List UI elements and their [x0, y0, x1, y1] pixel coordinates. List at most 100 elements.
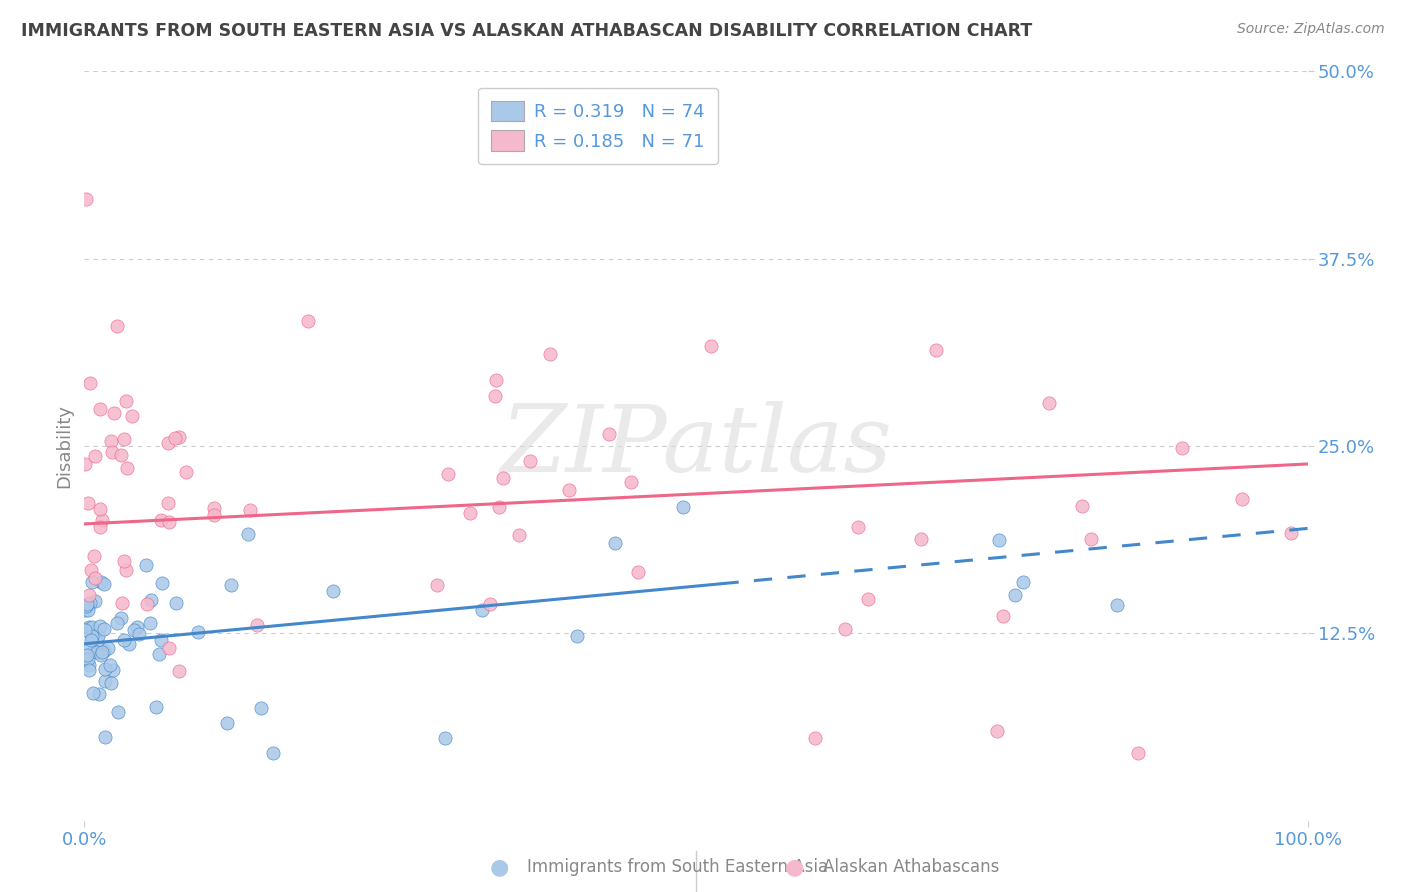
Point — [75, 599, 97, 614]
Point — [82, 686, 104, 700]
Point — [219, 578, 242, 592]
Point — [75, 651, 97, 665]
Point — [121, 409, 143, 424]
Point — [139, 615, 162, 630]
Point — [145, 699, 167, 714]
Point — [187, 625, 209, 640]
Point — [112, 432, 135, 446]
Legend: R = 0.319   N = 74, R = 0.185   N = 71: R = 0.319 N = 74, R = 0.185 N = 71 — [478, 88, 717, 164]
Point — [262, 746, 284, 760]
Point — [239, 502, 262, 516]
Text: IMMIGRANTS FROM SOUTH EASTERN ASIA VS ALASKAN ATHABASCAN DISABILITY CORRELATION : IMMIGRANTS FROM SOUTH EASTERN ASIA VS AL… — [21, 22, 1032, 40]
Point — [87, 629, 110, 643]
Point — [77, 657, 100, 672]
Point — [620, 475, 643, 490]
Point — [83, 594, 105, 608]
Point — [93, 673, 115, 688]
Point — [488, 500, 510, 514]
Point — [93, 623, 115, 637]
Point — [89, 619, 111, 633]
Text: ZIPatlas: ZIPatlas — [501, 401, 891, 491]
Point — [86, 645, 108, 659]
Point — [485, 373, 508, 387]
Text: ●: ● — [489, 857, 509, 877]
Point — [174, 465, 197, 479]
Point — [993, 609, 1015, 624]
Point — [75, 653, 97, 667]
Point — [163, 431, 186, 445]
Point — [700, 339, 723, 353]
Point — [1126, 746, 1149, 760]
Point — [150, 513, 173, 527]
Point — [97, 640, 120, 655]
Point — [598, 427, 620, 442]
Point — [73, 458, 96, 472]
Point — [558, 483, 581, 497]
Point — [77, 588, 100, 602]
Point — [846, 520, 869, 534]
Point — [217, 716, 239, 731]
Point — [86, 634, 108, 648]
Point — [117, 637, 139, 651]
Point — [1004, 588, 1026, 602]
Point — [112, 554, 135, 568]
Point — [79, 596, 101, 610]
Point — [297, 313, 319, 327]
Point — [94, 730, 117, 744]
Point — [135, 558, 157, 572]
Point — [834, 622, 856, 636]
Point — [82, 619, 104, 633]
Point — [107, 706, 129, 720]
Point — [804, 731, 827, 746]
Point — [77, 641, 100, 656]
Point — [80, 563, 103, 577]
Point — [103, 663, 125, 677]
Point — [89, 402, 111, 417]
Point — [80, 633, 103, 648]
Text: Alaskan Athabascans: Alaskan Athabascans — [823, 858, 998, 876]
Point — [83, 571, 105, 585]
Point — [73, 603, 96, 617]
Point — [110, 611, 132, 625]
Point — [479, 597, 502, 611]
Point — [538, 346, 561, 360]
Point — [156, 436, 179, 450]
Point — [986, 723, 1008, 738]
Y-axis label: Disability: Disability — [55, 404, 73, 488]
Point — [519, 454, 541, 468]
Point — [169, 664, 191, 678]
Point — [436, 467, 458, 482]
Point — [127, 619, 149, 633]
Point — [77, 664, 100, 678]
Point — [89, 648, 111, 663]
Point — [91, 513, 114, 527]
Point — [135, 598, 157, 612]
Point — [77, 496, 100, 510]
Text: Source: ZipAtlas.com: Source: ZipAtlas.com — [1237, 22, 1385, 37]
Point — [148, 648, 170, 662]
Point — [925, 343, 948, 357]
Point — [159, 640, 181, 655]
Point — [77, 652, 100, 666]
Point — [112, 633, 135, 648]
Point — [434, 731, 457, 746]
Point — [100, 676, 122, 690]
Point — [105, 319, 128, 334]
Point — [150, 633, 173, 648]
Point — [110, 448, 132, 462]
Point — [89, 520, 111, 534]
Point — [484, 389, 506, 403]
Point — [83, 644, 105, 658]
Point — [249, 701, 271, 715]
Point — [105, 615, 128, 630]
Point — [425, 578, 447, 592]
Point — [603, 535, 626, 549]
Point — [93, 576, 115, 591]
Point — [565, 629, 588, 643]
Point — [157, 516, 180, 530]
Point — [93, 643, 115, 657]
Point — [79, 376, 101, 390]
Point — [89, 687, 111, 701]
Point — [76, 603, 98, 617]
Point — [1105, 598, 1128, 612]
